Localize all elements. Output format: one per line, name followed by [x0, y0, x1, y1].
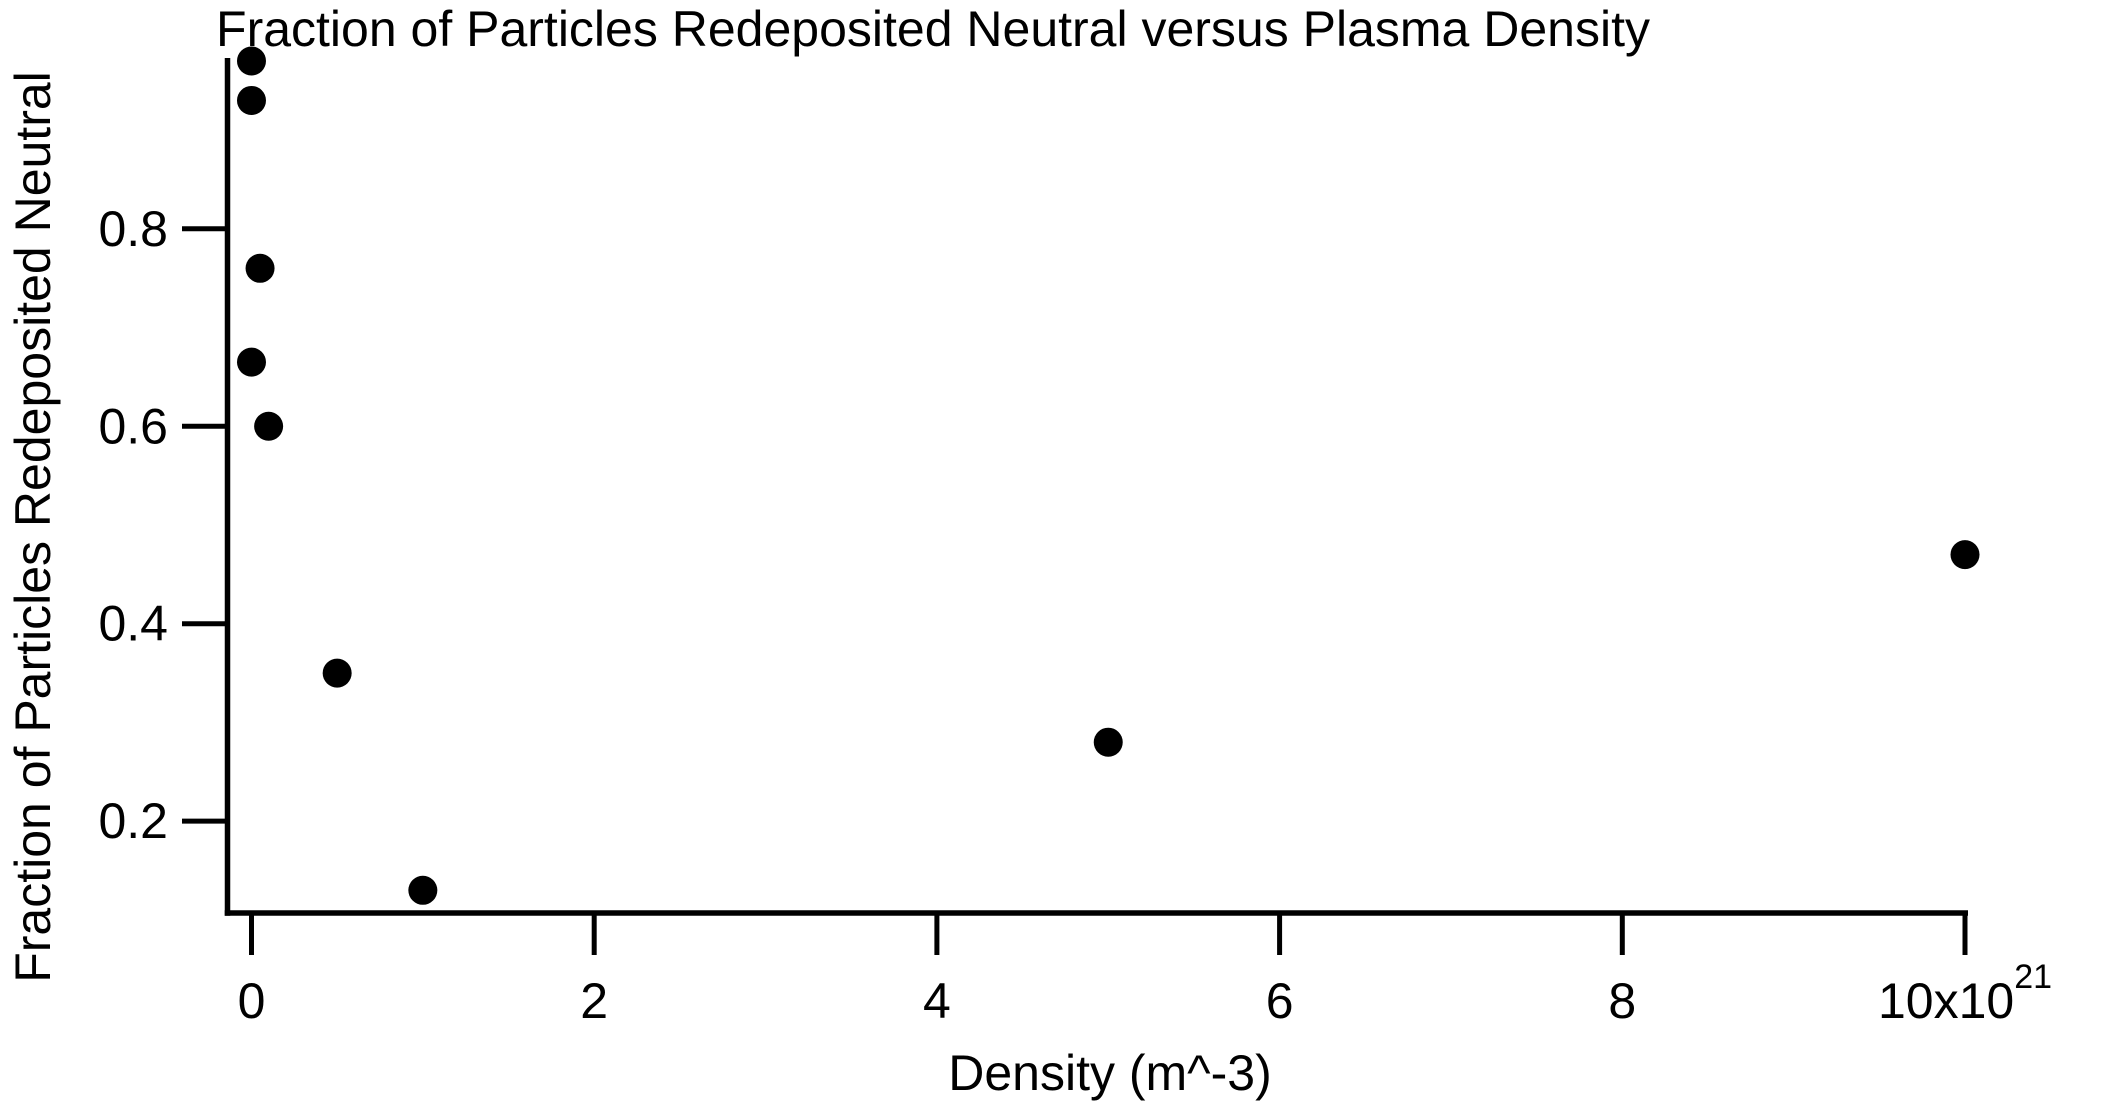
x-tick-label: 10x1021	[1878, 958, 2052, 1029]
x-tick-label: 8	[1608, 973, 1636, 1029]
y-tick-label: 0.6	[98, 398, 168, 454]
data-point	[1093, 727, 1123, 757]
data-point	[245, 253, 275, 283]
y-tick-label: 0.8	[98, 201, 168, 257]
y-axis-label: Fraction of Particles Redeposited Neutra…	[5, 71, 61, 983]
x-tick-label-main: 8	[1608, 973, 1636, 1029]
x-tick-label: 4	[923, 973, 951, 1029]
data-point	[254, 411, 284, 441]
x-tick-label-main: 2	[580, 973, 608, 1029]
x-tick-label-main: 4	[923, 973, 951, 1029]
data-point	[408, 875, 438, 905]
x-tick-label: 2	[580, 973, 608, 1029]
data-point	[236, 46, 266, 76]
x-tick-label-main: 0	[238, 973, 266, 1029]
y-tick-label: 0.2	[98, 793, 168, 849]
data-point	[322, 658, 352, 688]
x-axis-label: Density (m^-3)	[948, 1045, 1272, 1101]
data-point	[236, 347, 266, 377]
chart-title: Fraction of Particles Redeposited Neutra…	[216, 1, 1650, 57]
x-tick-exponent: 21	[2014, 958, 2052, 996]
x-tick-label: 0	[238, 973, 266, 1029]
data-point	[236, 85, 266, 115]
data-point	[1950, 540, 1980, 570]
y-tick-label: 0.4	[98, 596, 168, 652]
x-tick-label-main: 6	[1266, 973, 1294, 1029]
x-tick-label: 6	[1266, 973, 1294, 1029]
x-tick-label-main: 10x10	[1878, 973, 2014, 1029]
